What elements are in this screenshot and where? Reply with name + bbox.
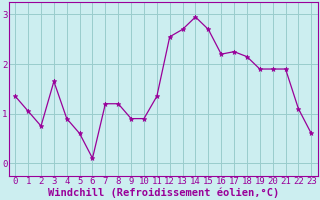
X-axis label: Windchill (Refroidissement éolien,°C): Windchill (Refroidissement éolien,°C) [48, 187, 279, 198]
